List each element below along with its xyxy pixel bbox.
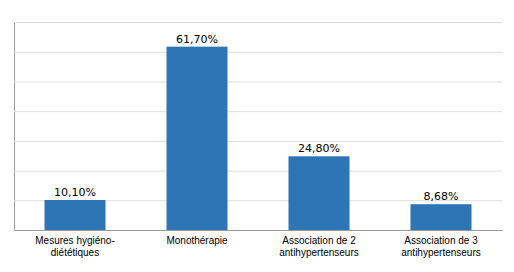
chart-container: 10,10% 61,70% 24,80% 8,68% Mesures hygiéno-d… bbox=[0, 0, 514, 272]
x-tick-label-line: Association de 3 bbox=[404, 235, 478, 246]
bar bbox=[411, 204, 472, 230]
y-tick bbox=[14, 81, 502, 82]
x-tick: Monothérapie bbox=[166, 230, 228, 246]
data-labels: 10,10% 61,70% 24,80% 8,68% bbox=[54, 33, 458, 204]
x-tick-label-line: Association de 2 bbox=[282, 235, 356, 246]
x-axis: Mesures hygiéno-diététiques Monothérapie A… bbox=[15, 230, 503, 258]
grid-line bbox=[14, 52, 502, 53]
bar bbox=[167, 47, 228, 230]
bar bbox=[45, 200, 106, 230]
data-label: 8,68% bbox=[424, 190, 459, 203]
x-tick: Association de 2antihypertenseurs bbox=[279, 230, 359, 258]
grid-line bbox=[14, 141, 502, 142]
x-tick-label-line: antihypertenseurs bbox=[279, 247, 359, 258]
y-axis bbox=[14, 23, 502, 231]
x-tick-label: Association de 3antihypertenseurs bbox=[401, 235, 481, 258]
x-tick-label-line: Mesures hygiéno- bbox=[35, 235, 114, 246]
x-tick-label-line: Monothérapie bbox=[166, 235, 228, 246]
y-tick bbox=[14, 111, 502, 112]
grid-line bbox=[14, 81, 502, 82]
chart-svg: 10,10% 61,70% 24,80% 8,68% Mesures hygiéno-d… bbox=[0, 0, 514, 272]
y-tick bbox=[14, 171, 502, 172]
bar bbox=[289, 156, 350, 230]
data-label: 24,80% bbox=[298, 142, 340, 155]
y-tick bbox=[14, 52, 502, 53]
grid-line bbox=[14, 171, 502, 172]
x-tick-label: Monothérapie bbox=[166, 235, 228, 246]
grid-line bbox=[14, 22, 502, 23]
y-axis-line bbox=[15, 23, 503, 231]
bars bbox=[45, 47, 472, 230]
grid-line bbox=[14, 111, 502, 112]
x-tick: Mesures hygiéno-diététiques bbox=[35, 230, 114, 258]
data-label: 61,70% bbox=[176, 33, 218, 46]
x-tick-label: Association de 2antihypertenseurs bbox=[279, 235, 359, 258]
y-tick bbox=[14, 230, 502, 231]
grid-line bbox=[14, 230, 502, 231]
x-tick-label-line: diététiques bbox=[51, 247, 99, 258]
data-label: 10,10% bbox=[54, 186, 96, 199]
x-tick-label-line: antihypertenseurs bbox=[401, 247, 481, 258]
y-tick bbox=[14, 141, 502, 142]
x-axis-line bbox=[15, 230, 503, 231]
x-tick: Association de 3antihypertenseurs bbox=[401, 230, 481, 258]
y-tick bbox=[14, 22, 502, 23]
x-tick-label: Mesures hygiéno-diététiques bbox=[35, 235, 114, 258]
